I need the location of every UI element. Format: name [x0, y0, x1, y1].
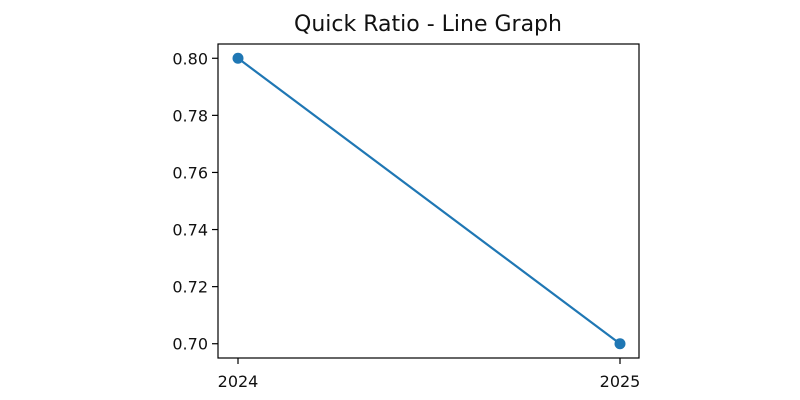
- data-point: [614, 338, 626, 350]
- x-axis: 2024 2025: [218, 358, 641, 391]
- x-tick-label: 2025: [600, 372, 641, 391]
- x-tick-label: 2024: [218, 372, 259, 391]
- chart-title: Quick Ratio - Line Graph: [294, 12, 562, 37]
- series-layer: [232, 52, 626, 350]
- y-tick-label: 0.74: [172, 221, 208, 240]
- y-tick-label: 0.80: [172, 49, 208, 68]
- y-tick-label: 0.78: [172, 106, 208, 125]
- data-point: [232, 52, 244, 64]
- y-tick-label: 0.70: [172, 335, 208, 354]
- plot-frame: [217, 43, 640, 359]
- y-tick-label: 0.76: [172, 163, 208, 182]
- series-line: [237, 57, 621, 345]
- y-axis: 0.70 0.72 0.74 0.76 0.78 0.80: [172, 49, 218, 354]
- y-tick-label: 0.72: [172, 278, 208, 297]
